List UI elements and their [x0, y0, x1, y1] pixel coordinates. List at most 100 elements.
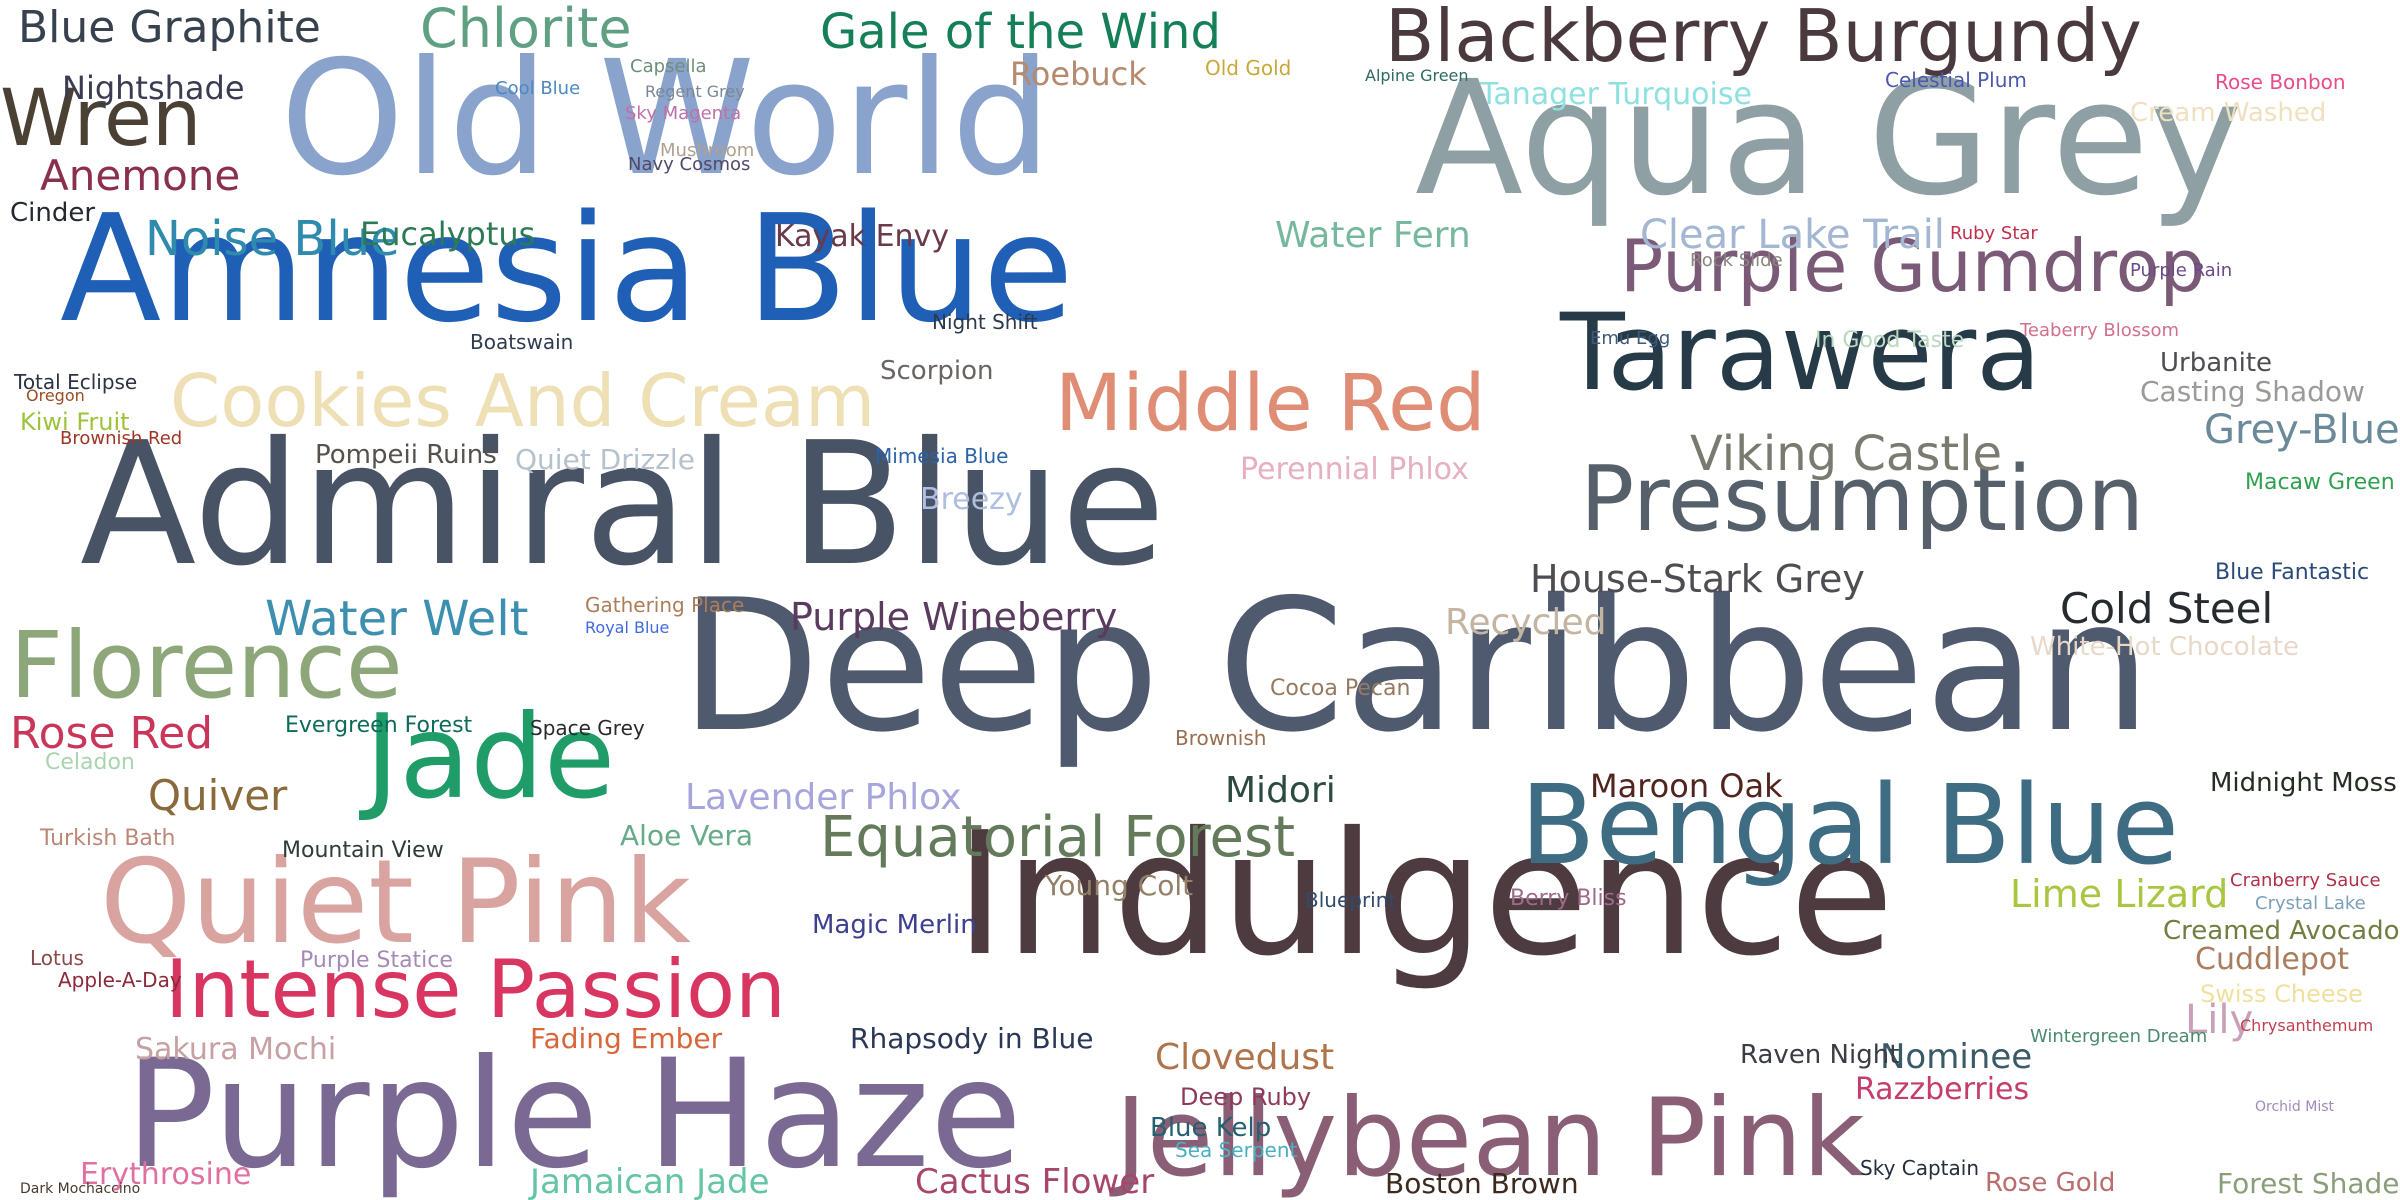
- cloud-word: Cinder: [10, 198, 96, 228]
- cloud-word: Evergreen Forest: [285, 713, 473, 738]
- cloud-word: Rose Gold: [1985, 1168, 2116, 1198]
- cloud-word: Mushroom: [660, 140, 755, 161]
- cloud-word: Creamed Avocado: [2163, 916, 2400, 946]
- cloud-word: Anemone: [40, 151, 241, 200]
- cloud-word: Macaw Green: [2245, 470, 2395, 495]
- cloud-word: Chrysanthemum: [2240, 1016, 2374, 1035]
- cloud-word: Midori: [1225, 770, 1336, 811]
- cloud-word: Orchid Mist: [2255, 1099, 2335, 1115]
- cloud-word: Berry Bliss: [1510, 886, 1627, 911]
- cloud-word: Grey-Blue: [2204, 407, 2400, 453]
- cloud-word: Rock Slide: [1690, 250, 1783, 271]
- cloud-word: Cool Blue: [495, 78, 581, 99]
- cloud-word: Purple Haze: [125, 1028, 1023, 1200]
- cloud-word: Cookies And Cream: [170, 359, 876, 443]
- cloud-word: Teaberry Blossom: [2020, 320, 2180, 341]
- cloud-word: Roebuck: [1010, 55, 1147, 93]
- cloud-word: Aloe Vera: [620, 819, 754, 852]
- cloud-word: Sky Captain: [1860, 1156, 1980, 1180]
- cloud-word: Jamaican Jade: [530, 1162, 770, 1200]
- cloud-word: Intense Passion: [165, 943, 786, 1036]
- cloud-word: White-Hot Chocolate: [2030, 632, 2299, 662]
- cloud-word: Cream Washed: [2130, 98, 2327, 128]
- cloud-word: Tanager Turquoise: [1480, 77, 1752, 112]
- cloud-word: Fading Ember: [530, 1022, 723, 1055]
- cloud-word: Chlorite: [420, 0, 632, 60]
- cloud-word: Lavender Phlox: [685, 777, 962, 818]
- cloud-word: Aqua Grey: [1415, 47, 2243, 231]
- cloud-word: Casting Shadow: [2140, 375, 2365, 408]
- cloud-word: Erythrosine: [80, 1157, 252, 1192]
- cloud-word: Pompeii Ruins: [315, 440, 497, 470]
- cloud-word: Lily: [2185, 997, 2254, 1043]
- cloud-word: Urbanite: [2160, 348, 2273, 378]
- cloud-word: Quiet Pink: [100, 835, 692, 970]
- cloud-word: House-Stark Grey: [1530, 557, 1865, 601]
- cloud-word: Indulgence: [955, 796, 1895, 994]
- cloud-word: Jellybean Pink: [1115, 1076, 1865, 1200]
- cloud-word: Lime Lizard: [2010, 872, 2229, 916]
- cloud-word: Nominee: [1880, 1037, 2033, 1077]
- cloud-word: Blueprint: [1305, 888, 1397, 912]
- cloud-word: Eucalyptus: [360, 215, 536, 253]
- cloud-word: Mimesia Blue: [875, 444, 1009, 468]
- cloud-word: Water Welt: [265, 591, 529, 647]
- cloud-word: Wren: [0, 74, 202, 164]
- cloud-word: Boston Brown: [1385, 1167, 1579, 1200]
- cloud-word: Gathering Place: [585, 593, 745, 617]
- cloud-word: In Good Taste: [1815, 328, 1965, 353]
- cloud-word: Purple Wineberry: [790, 595, 1118, 639]
- cloud-word: Kayak Envy: [775, 219, 950, 254]
- cloud-word: Total Eclipse: [14, 370, 138, 394]
- cloud-word: Cuddlepot: [2195, 942, 2349, 977]
- cloud-word: Rose Red: [10, 708, 214, 759]
- cloud-word: Oregon: [26, 386, 85, 405]
- cloud-word: Mountain View: [282, 838, 444, 863]
- cloud-word: Amnesia Blue: [60, 183, 1074, 355]
- cloud-word: Midnight Moss: [2210, 768, 2397, 798]
- cloud-word: Scorpion: [880, 356, 994, 386]
- cloud-word: Forest Shade: [2217, 1167, 2400, 1200]
- cloud-word: Magic Merlin: [812, 910, 977, 940]
- cloud-word: Blackberry Burgundy: [1385, 0, 2142, 78]
- cloud-word: Brownish: [1175, 726, 1267, 750]
- cloud-word: Sky Magenta: [625, 103, 742, 124]
- cloud-word: Old World: [280, 27, 1052, 211]
- cloud-word: Dark Mochaccino: [20, 1181, 141, 1197]
- cloud-word: Space Grey: [530, 716, 645, 740]
- cloud-word: Admiral Blue: [80, 406, 1166, 604]
- cloud-word: Night Shift: [932, 310, 1038, 334]
- cloud-word: Noise Blue: [145, 211, 400, 267]
- cloud-word: Blue Graphite: [18, 2, 321, 53]
- cloud-word: Capsella: [630, 56, 707, 77]
- cloud-word: Florence: [10, 612, 403, 719]
- cloud-word: Deep Ruby: [1180, 1083, 1312, 1111]
- cloud-word: Clovedust: [1155, 1037, 1335, 1078]
- cloud-word: Sea Serpent: [1175, 1138, 1298, 1162]
- cloud-word: Cold Steel: [2060, 584, 2274, 633]
- cloud-word: Rhapsody in Blue: [850, 1022, 1094, 1055]
- cloud-word: Apple-A-Day: [58, 968, 182, 992]
- cloud-word: Presumption: [1580, 447, 2145, 552]
- cloud-word: Viking Castle: [1690, 426, 2003, 482]
- cloud-word: Maroon Oak: [1590, 767, 1783, 805]
- cloud-word: Cactus Flower: [915, 1162, 1155, 1200]
- cloud-word: Clear Lake Trail: [1640, 212, 1945, 258]
- cloud-word: Wintergreen Dream: [2030, 1026, 2208, 1047]
- cloud-word: Tarawera: [1560, 291, 2042, 414]
- cloud-word: Swiss Cheese: [2200, 980, 2363, 1008]
- cloud-word: Purple Statice: [300, 948, 453, 973]
- cloud-word: Blue Fantastic: [2215, 560, 2370, 585]
- cloud-word: Equatorial Forest: [820, 805, 1296, 870]
- cloud-word: Ruby Star: [1950, 223, 2038, 244]
- cloud-word: Brownish Red: [60, 428, 183, 449]
- cloud-word: Razzberries: [1855, 1072, 2030, 1107]
- cloud-word: Celadon: [45, 750, 135, 775]
- cloud-word: Crystal Lake: [2255, 893, 2366, 914]
- cloud-word: Recycled: [1445, 602, 1607, 643]
- cloud-word: Royal Blue: [585, 618, 670, 637]
- cloud-word: Purple Gumdrop: [1620, 224, 2206, 308]
- cloud-word: Emu Egg: [1590, 328, 1671, 349]
- cloud-word: Old Gold: [1205, 56, 1292, 80]
